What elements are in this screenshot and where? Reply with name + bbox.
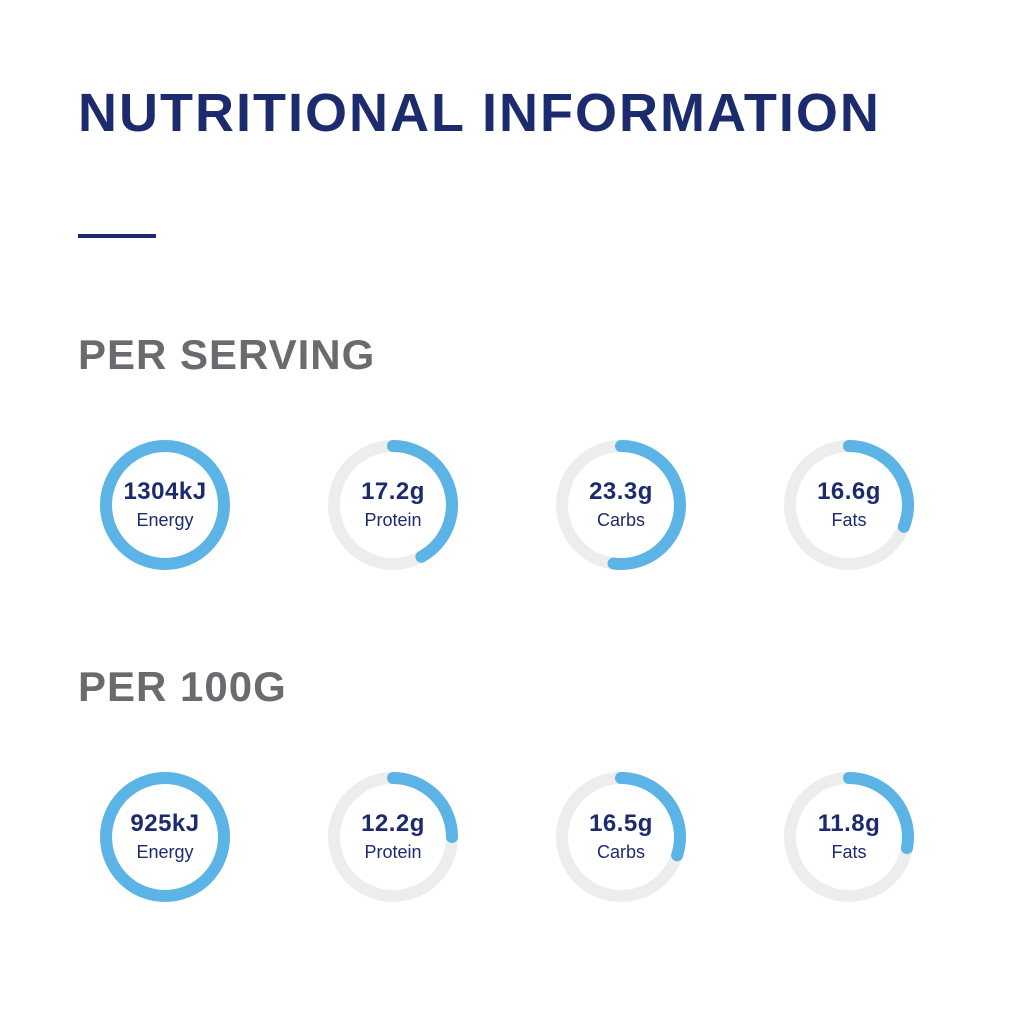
gauge-protein-per-serving: 17.2g Protein <box>328 439 458 570</box>
gauge-carbs-per-serving: 23.3g Carbs <box>556 439 686 570</box>
gauge-energy-per-100g: 925kJ Energy <box>100 771 230 902</box>
gauge-value: 16.6g <box>817 478 881 506</box>
ring-progress <box>556 439 686 570</box>
section-per-serving: PER SERVING 1304kJ Energy 17.2g <box>78 330 984 570</box>
gauge-label: Fats <box>831 510 867 531</box>
gauge-value: 12.2g <box>361 810 425 838</box>
donut-ring <box>556 439 686 570</box>
nutrition-panel: NUTRITIONAL INFORMATION PER SERVING 1304… <box>78 83 984 902</box>
gauge-text: 925kJ Energy <box>100 772 230 902</box>
ring-progress <box>100 439 230 570</box>
section-heading-per-100g: PER 100G <box>78 662 287 710</box>
gauge-value: 17.2g <box>361 478 425 506</box>
ring-progress <box>784 439 914 570</box>
ring-progress <box>328 439 458 570</box>
gauge-energy-per-serving: 1304kJ Energy <box>100 439 230 570</box>
donut-ring <box>100 439 230 570</box>
section-per-100g: PER 100G 925kJ Energy 12.2g <box>78 662 984 902</box>
donut-ring <box>784 439 914 570</box>
donut-ring <box>784 771 914 902</box>
gauge-fats-per-serving: 16.6g Fats <box>784 439 914 570</box>
ring-progress <box>100 771 230 902</box>
gauge-protein-per-100g: 12.2g Protein <box>328 771 458 902</box>
gauge-text: 23.3g Carbs <box>556 440 686 570</box>
donut-ring <box>100 771 230 902</box>
ring-progress <box>784 771 914 902</box>
ring-progress <box>556 771 686 902</box>
gauge-row-per-serving: 1304kJ Energy 17.2g Protein <box>100 439 984 570</box>
gauge-label: Protein <box>364 842 422 863</box>
gauge-label: Carbs <box>596 842 645 863</box>
gauge-value: 1304kJ <box>123 478 207 506</box>
gauge-fats-per-100g: 11.8g Fats <box>784 771 914 902</box>
title-underline <box>78 233 156 238</box>
donut-ring <box>328 439 458 570</box>
gauge-label: Protein <box>364 510 422 531</box>
gauge-carbs-per-100g: 16.5g Carbs <box>556 771 686 902</box>
gauge-label: Carbs <box>596 510 645 531</box>
gauge-value: 16.5g <box>589 810 653 838</box>
gauge-text: 17.2g Protein <box>328 440 458 570</box>
gauge-value: 23.3g <box>589 478 653 506</box>
gauge-text: 11.8g Fats <box>784 772 914 902</box>
gauge-value: 925kJ <box>130 810 200 838</box>
gauge-row-per-100g: 925kJ Energy 12.2g Protein <box>100 771 984 902</box>
donut-ring <box>556 771 686 902</box>
gauge-text: 12.2g Protein <box>328 772 458 902</box>
gauge-text: 16.5g Carbs <box>556 772 686 902</box>
gauge-label: Energy <box>136 510 194 531</box>
donut-ring <box>328 771 458 902</box>
gauge-value: 11.8g <box>817 810 881 838</box>
gauge-text: 1304kJ Energy <box>100 440 230 570</box>
gauge-text: 16.6g Fats <box>784 440 914 570</box>
page-title: NUTRITIONAL INFORMATION <box>78 83 881 143</box>
gauge-label: Energy <box>136 842 194 863</box>
ring-progress <box>328 771 458 902</box>
gauge-label: Fats <box>831 842 867 863</box>
section-heading-per-serving: PER SERVING <box>78 330 376 378</box>
